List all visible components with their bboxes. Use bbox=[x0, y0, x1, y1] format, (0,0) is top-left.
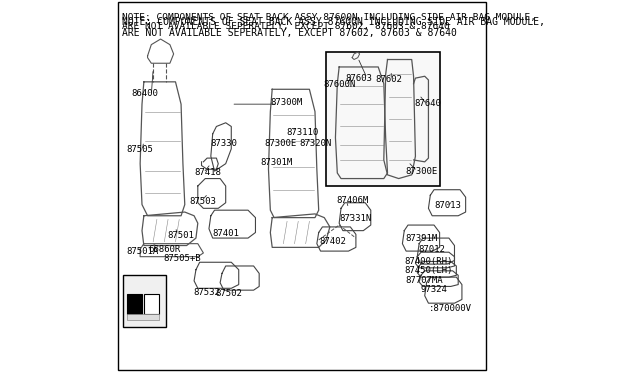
Text: 87418: 87418 bbox=[194, 169, 221, 177]
Text: 87501A: 87501A bbox=[126, 247, 159, 256]
Text: 873110: 873110 bbox=[286, 128, 319, 137]
Text: 87503: 87503 bbox=[189, 197, 216, 206]
Text: 87330: 87330 bbox=[211, 140, 237, 148]
Text: 87406M: 87406M bbox=[336, 196, 369, 205]
Text: ARE NOT AVAILABLE SEPERATELY, EXCEPT 87602, 87603 & 87640: ARE NOT AVAILABLE SEPERATELY, EXCEPT 876… bbox=[122, 22, 449, 31]
Text: 66860R: 66860R bbox=[148, 245, 181, 254]
Text: 87505+B: 87505+B bbox=[164, 254, 201, 263]
Text: 87300E: 87300E bbox=[264, 140, 296, 148]
Text: 87505: 87505 bbox=[126, 145, 153, 154]
Text: 87401: 87401 bbox=[212, 229, 239, 238]
Text: 87707MA: 87707MA bbox=[405, 276, 443, 285]
Text: 87013: 87013 bbox=[434, 201, 461, 210]
Bar bbox=[127, 294, 142, 314]
Text: 87502: 87502 bbox=[216, 289, 243, 298]
Text: 87300E: 87300E bbox=[405, 167, 438, 176]
Bar bbox=[326, 52, 440, 186]
Text: 87600N: 87600N bbox=[324, 80, 356, 89]
Bar bbox=[144, 294, 159, 314]
Text: 87532: 87532 bbox=[193, 288, 220, 296]
Text: 87603: 87603 bbox=[346, 74, 372, 83]
Text: 87400(RH): 87400(RH) bbox=[404, 257, 452, 266]
Text: 97324: 97324 bbox=[420, 285, 447, 294]
Bar bbox=[127, 314, 159, 320]
Text: 87320N: 87320N bbox=[299, 140, 332, 148]
Text: 87301M: 87301M bbox=[260, 158, 292, 167]
Text: 87012: 87012 bbox=[418, 246, 445, 254]
Text: ARE NOT AVAILABLE SEPERATELY, EXCEPT 87602, 87603 & 87640: ARE NOT AVAILABLE SEPERATELY, EXCEPT 876… bbox=[122, 28, 456, 38]
Text: 87450(LH): 87450(LH) bbox=[404, 266, 452, 275]
Text: 86400: 86400 bbox=[132, 89, 159, 98]
Text: NOTE: COMPONENTS OF SEAT BACK ASSY 87600N INCLUDING SIDE AIR BAG MODULE,: NOTE: COMPONENTS OF SEAT BACK ASSY 87600… bbox=[122, 17, 545, 27]
Text: 87391M: 87391M bbox=[405, 234, 438, 243]
Text: 87640: 87640 bbox=[414, 99, 441, 108]
Text: 87501: 87501 bbox=[167, 231, 194, 240]
Text: :870000V: :870000V bbox=[428, 304, 472, 313]
Text: 87331N: 87331N bbox=[339, 214, 371, 223]
Text: 87300M: 87300M bbox=[270, 98, 303, 107]
Bar bbox=[124, 275, 166, 327]
Text: 87402: 87402 bbox=[320, 237, 347, 246]
Text: 87602: 87602 bbox=[376, 76, 403, 84]
Text: NOTE: COMPONENTS OF SEAT BACK ASSY 87600N INCLUDING SIDE AIR BAG MODULE,: NOTE: COMPONENTS OF SEAT BACK ASSY 87600… bbox=[122, 13, 536, 22]
